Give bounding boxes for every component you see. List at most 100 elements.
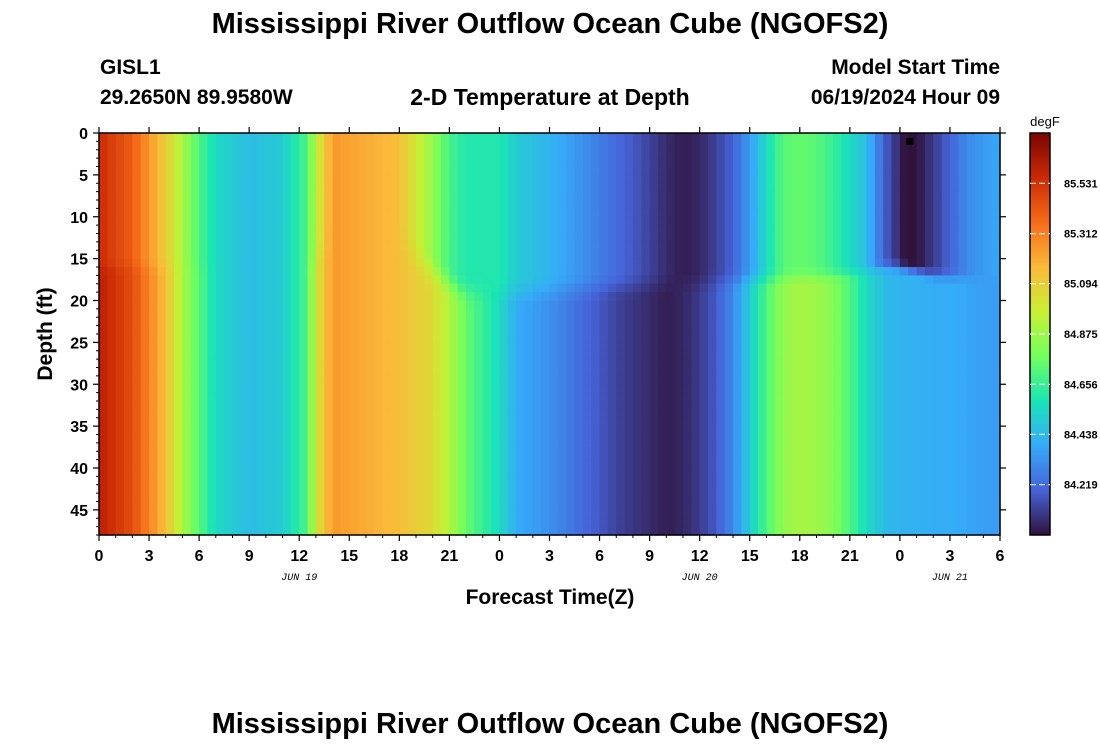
heatmap-cell	[799, 166, 809, 176]
heatmap-cell	[157, 459, 167, 469]
heatmap-cell	[808, 426, 818, 436]
heatmap-cell	[924, 258, 934, 268]
heatmap-cell	[858, 292, 868, 302]
heatmap-cell	[833, 401, 843, 410]
heatmap-cell	[716, 367, 726, 377]
heatmap-cell	[174, 426, 184, 436]
heatmap-cell	[449, 509, 459, 519]
heatmap-cell	[924, 417, 934, 427]
heatmap-cell	[399, 292, 409, 302]
heatmap-cell	[649, 308, 659, 318]
heatmap-cell	[516, 350, 526, 360]
heatmap-cell	[699, 308, 709, 318]
heatmap-cell	[265, 468, 275, 477]
heatmap-cell	[841, 166, 851, 176]
heatmap-cell	[332, 392, 342, 402]
heatmap-cell	[315, 442, 325, 452]
heatmap-cell	[899, 442, 909, 452]
heatmap-cell	[908, 350, 918, 360]
heatmap-cell	[724, 191, 734, 201]
heatmap-cell	[157, 434, 167, 444]
heatmap-cell	[407, 250, 417, 260]
heatmap-cell	[607, 174, 617, 184]
heatmap-cell	[432, 392, 442, 402]
heatmap-cell	[449, 133, 459, 142]
heatmap-cell	[107, 334, 117, 343]
heatmap-cell	[299, 392, 309, 402]
heatmap-cell	[724, 334, 734, 343]
heatmap-cell	[574, 200, 584, 209]
heatmap-cell	[365, 476, 375, 486]
heatmap-cell	[949, 434, 959, 444]
model-start-label: Model Start Time	[831, 56, 1000, 79]
heatmap-cell	[891, 426, 901, 436]
heatmap-cell	[107, 350, 117, 360]
heatmap-cell	[616, 283, 626, 293]
heatmap-cell	[390, 401, 400, 410]
heatmap-cell	[908, 442, 918, 452]
heatmap-cell	[407, 275, 417, 285]
heatmap-cell	[182, 200, 192, 209]
heatmap-cell	[140, 417, 150, 427]
heatmap-cell	[499, 468, 509, 477]
heatmap-cell	[591, 417, 601, 427]
heatmap-cell	[557, 468, 567, 477]
heatmap-cell	[549, 258, 559, 268]
heatmap-cell	[708, 493, 717, 503]
heatmap-cell	[808, 484, 818, 494]
heatmap-cell	[682, 434, 692, 444]
heatmap-cell	[582, 367, 592, 377]
heatmap-cell	[107, 158, 117, 168]
heatmap-cell	[265, 325, 275, 335]
heatmap-cell	[482, 451, 492, 461]
heatmap-cell	[749, 359, 759, 369]
heatmap-cell	[115, 342, 125, 352]
heatmap-cell	[791, 434, 801, 444]
heatmap-cell	[449, 208, 459, 218]
heatmap-cell	[774, 216, 784, 226]
heatmap-cell	[874, 250, 884, 260]
heatmap-cell	[482, 509, 492, 519]
heatmap-cell	[591, 526, 601, 536]
heatmap-cell	[340, 300, 350, 310]
heatmap-cell	[908, 308, 918, 318]
heatmap-cell	[374, 208, 384, 218]
heatmap-cell	[282, 442, 292, 452]
heatmap-cell	[424, 191, 434, 201]
heatmap-cell	[390, 426, 400, 436]
heatmap-cell	[182, 183, 192, 193]
heatmap-cell	[632, 317, 642, 327]
heatmap-cell	[849, 392, 859, 402]
heatmap-cell	[290, 216, 300, 226]
heatmap-cell	[958, 493, 968, 503]
heatmap-cell	[574, 384, 584, 394]
heatmap-cell	[240, 401, 250, 410]
heatmap-cell	[766, 518, 776, 528]
heatmap-cell	[916, 367, 926, 377]
heatmap-cell	[574, 325, 584, 335]
heatmap-cell	[849, 342, 859, 352]
heatmap-cell	[549, 308, 559, 318]
heatmap-cell	[382, 216, 392, 226]
heatmap-cell	[649, 149, 659, 159]
heatmap-cell	[357, 442, 367, 452]
heatmap-cell	[766, 292, 776, 302]
heatmap-cell	[491, 158, 501, 168]
heatmap-cell	[724, 468, 734, 477]
heatmap-cell	[949, 308, 959, 318]
heatmap-cell	[424, 476, 434, 486]
heatmap-cell	[749, 216, 759, 226]
heatmap-cell	[632, 149, 642, 159]
heatmap-cell	[783, 468, 793, 477]
heatmap-cell	[199, 216, 209, 226]
heatmap-cell	[257, 233, 267, 243]
heatmap-cell	[416, 241, 425, 251]
heatmap-cell	[933, 409, 943, 419]
heatmap-cell	[524, 149, 534, 159]
heatmap-cell	[199, 417, 209, 427]
heatmap-cell	[766, 141, 776, 151]
heatmap-cell	[607, 283, 617, 293]
heatmap-cell	[232, 216, 242, 226]
heatmap-cell	[224, 367, 234, 377]
heatmap-cell	[115, 334, 125, 343]
